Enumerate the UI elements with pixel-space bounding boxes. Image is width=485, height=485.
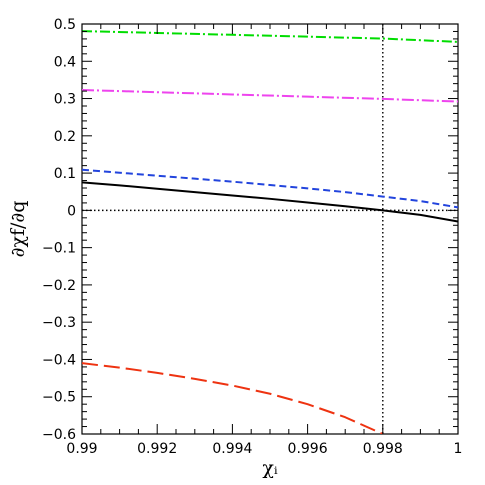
x-tick-label: 0.99 [66,441,97,457]
series-line-4 [82,181,458,223]
y-tick-label: 0.1 [54,166,76,182]
y-tick-label: 0 [67,203,76,219]
y-tick-label: −0.2 [42,278,76,294]
y-tick-label: 0.3 [54,92,76,108]
y-tick-label: −0.3 [42,315,76,331]
y-tick-label: −0.5 [42,390,76,406]
y-tick-label: 0.2 [54,129,76,145]
x-tick-label: 0.996 [288,441,328,457]
y-axis-label: ∂χf/∂q [7,201,29,258]
y-tick-label: −0.1 [42,241,76,257]
series-line-5 [82,362,384,434]
ticks-layer [81,23,459,435]
x-tick-label: 0.998 [363,441,403,457]
plot-frame [81,23,459,435]
series-line-1 [82,30,458,43]
x-tick-label: 0.992 [137,441,177,457]
series-line-3 [82,168,458,209]
y-tick-label: 0.5 [54,17,76,33]
x-tick-label: 0.994 [212,441,252,457]
reference-lines [82,24,458,434]
tick-labels: 0.99 0.992 0.994 0.996 0.998 1 −0.6 −0.5 −0.4 −0.… [42,17,462,457]
y-tick-label: −0.4 [42,352,76,368]
y-tick-label: 0.4 [54,54,76,70]
x-tick-label: 1 [454,441,463,457]
series-line-2 [82,88,458,103]
x-axis-label: χᵢ [262,457,278,479]
plot-area [81,23,459,435]
y-tick-label: −0.6 [42,427,76,443]
series-layer [82,30,458,434]
